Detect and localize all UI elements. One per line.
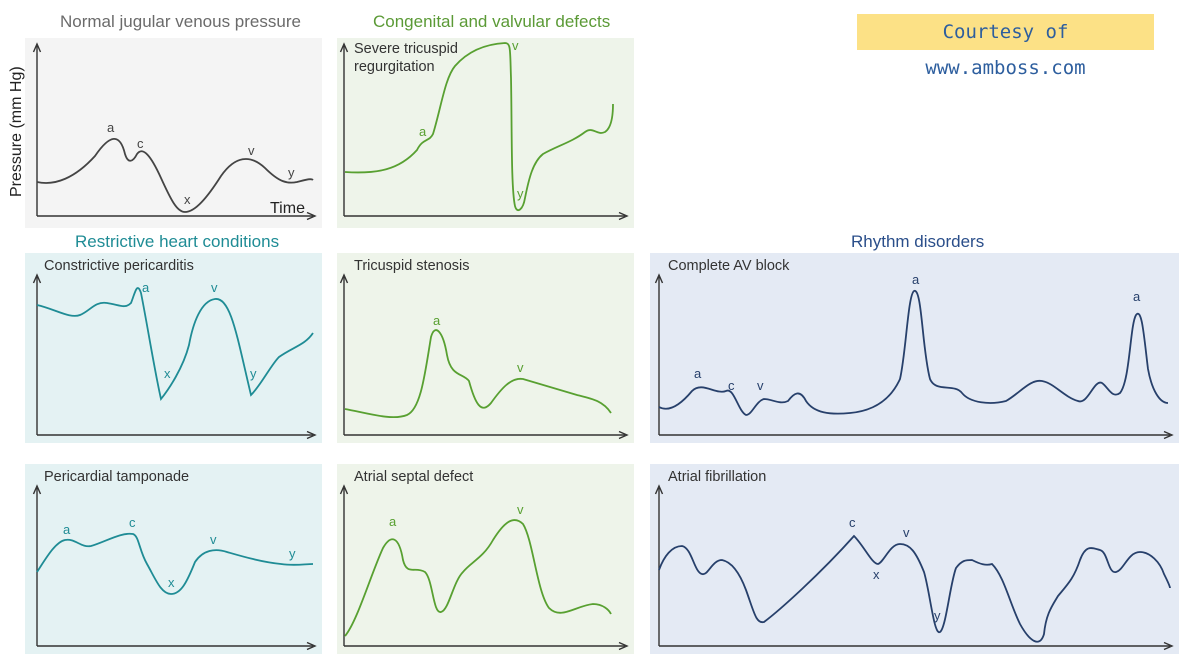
wave-label-y: y: [934, 608, 941, 623]
atrial-fibrillation-waveform: [658, 534, 1171, 643]
section-title-normal: Normal jugular venous pressure: [60, 12, 301, 31]
y-axis-arrow: [654, 273, 664, 284]
wave-label-x: x: [184, 192, 191, 207]
panel-constrictive-pericarditis: a x v y Constrictive pericarditis: [25, 253, 322, 443]
y-axis-arrow: [32, 484, 42, 495]
tricuspid-stenosis-waveform: [344, 329, 612, 419]
y-axis-arrow: [339, 273, 349, 284]
wave-label-v: v: [757, 378, 764, 393]
wave-label-c: c: [728, 378, 735, 393]
panel-title: Complete AV block: [668, 258, 790, 274]
wave-label-y: y: [250, 366, 257, 381]
wave-label-a: a: [433, 313, 441, 328]
x-axis-label: Time: [270, 200, 305, 217]
x-axis-arrow: [618, 430, 629, 440]
wave-label-y: y: [288, 165, 295, 180]
wave-label-v: v: [517, 502, 524, 517]
wave-label-a: a: [107, 120, 115, 135]
wave-label-v: v: [211, 280, 218, 295]
x-axis-arrow: [1163, 430, 1174, 440]
panel-tricuspid-regurgitation: a v y Severe tricuspid regurgitation: [337, 38, 634, 228]
pericardial-tamponade-plot: a c x v y: [32, 484, 317, 651]
wave-label-x: x: [168, 575, 175, 590]
x-axis-arrow: [306, 211, 317, 221]
y-axis-arrow: [32, 273, 42, 284]
x-axis-arrow: [1163, 641, 1174, 651]
wave-label-v: v: [517, 360, 524, 375]
tricuspid-regurgitation-waveform: [344, 42, 614, 212]
wave-label-v: v: [248, 143, 255, 158]
wave-label-c: c: [129, 515, 136, 530]
x-axis-arrow: [618, 211, 629, 221]
constrictive-pericarditis-plot: a x v y: [32, 273, 317, 440]
y-axis-arrow: [32, 42, 42, 53]
panel-title: Atrial septal defect: [354, 469, 474, 485]
panel-title: Atrial fibrillation: [668, 469, 767, 485]
wave-label-v: v: [210, 532, 217, 547]
panel-title: Pericardial tamponade: [44, 469, 190, 485]
section-title-congenital: Congenital and valvular defects: [373, 12, 611, 31]
y-axis-arrow: [654, 484, 664, 495]
atrial-septal-defect-plot: a v: [339, 484, 629, 651]
wave-label-y: y: [517, 186, 524, 201]
panel-pericardial-tamponade: a c x v y Pericardial tamponade: [25, 464, 322, 654]
wave-label-x: x: [873, 567, 880, 582]
wave-label-a: a: [142, 280, 150, 295]
panel-atrial-fibrillation: c x v y Atrial fibrillation: [650, 464, 1179, 654]
y-axis-arrow: [339, 484, 349, 495]
courtesy-banner: Courtesy of www.amboss.com: [857, 14, 1154, 79]
normal-jvp-waveform: [36, 137, 314, 213]
complete-av-block-waveform: [658, 290, 1169, 416]
x-axis-arrow: [306, 641, 317, 651]
panel-tricuspid-stenosis: a v Tricuspid stenosis: [337, 253, 634, 443]
panel-title: Constrictive pericarditis: [44, 258, 194, 274]
panel-complete-av-block: a c v a a Complete AV block: [650, 253, 1179, 443]
normal-jvp-plot: a c x v y: [32, 42, 317, 221]
wave-label-a: a: [389, 514, 397, 529]
wave-label-a: a: [694, 366, 702, 381]
pericardial-tamponade-waveform: [36, 532, 314, 595]
wave-label-a: a: [419, 124, 427, 139]
complete-av-block-plot: a c v a a: [654, 272, 1174, 440]
constrictive-pericarditis-waveform: [36, 287, 314, 402]
x-axis-arrow: [618, 641, 629, 651]
wave-label-v: v: [512, 38, 519, 53]
tricuspid-stenosis-plot: a v: [339, 273, 629, 440]
tricuspid-regurgitation-plot: a v y: [339, 38, 629, 221]
wave-label-a-2: a: [912, 272, 920, 287]
wave-label-c: c: [849, 515, 856, 530]
wave-label-y: y: [289, 546, 296, 561]
section-title-rhythm: Rhythm disorders: [851, 232, 985, 251]
wave-label-a: a: [63, 522, 71, 537]
section-title-restrictive: Restrictive heart conditions: [75, 232, 280, 251]
x-axis-arrow: [306, 430, 317, 440]
panel-atrial-septal-defect: a v Atrial septal defect: [337, 464, 634, 654]
panel-title: Tricuspid stenosis: [354, 258, 470, 274]
atrial-septal-defect-waveform: [344, 519, 612, 637]
y-axis-arrow: [339, 42, 349, 53]
panel-title: Severe tricuspid regurgitation: [354, 41, 458, 75]
atrial-fibrillation-plot: c x v y: [654, 484, 1174, 651]
wave-label-a-3: a: [1133, 289, 1141, 304]
wave-label-x: x: [164, 366, 171, 381]
y-axis-label: Pressure (mm Hg): [8, 66, 25, 197]
panel-normal-jvp: a c x v y Time: [25, 38, 322, 228]
wave-label-v: v: [903, 525, 910, 540]
wave-label-c: c: [137, 136, 144, 151]
